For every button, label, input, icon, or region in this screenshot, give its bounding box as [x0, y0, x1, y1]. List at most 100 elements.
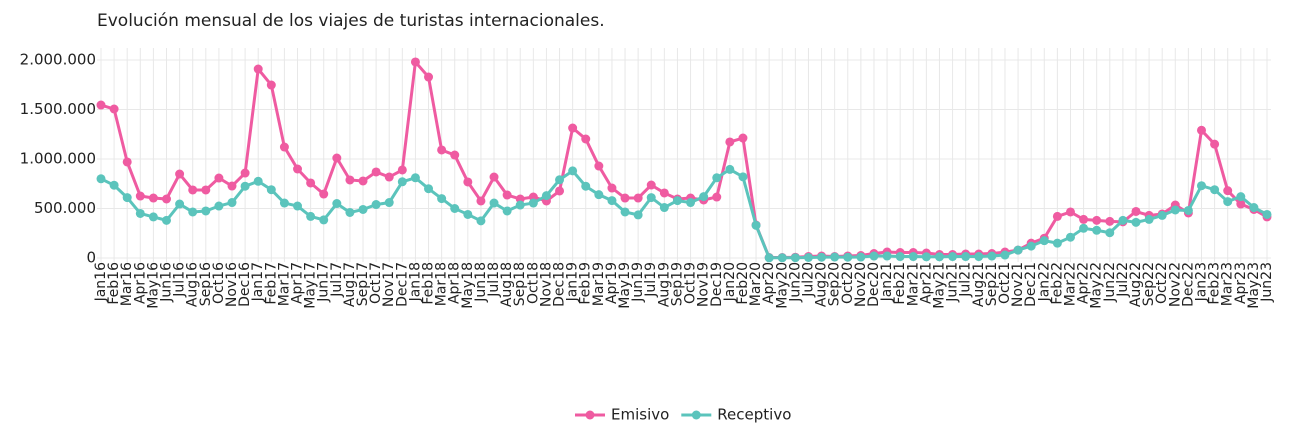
point [1157, 210, 1167, 220]
point [384, 172, 394, 182]
point [306, 211, 316, 221]
point [620, 193, 630, 203]
point [384, 198, 394, 208]
point [1079, 223, 1089, 233]
x-tick-label: Aug18 [499, 262, 515, 307]
point [502, 206, 512, 216]
point [279, 198, 289, 208]
x-tick-label: Dec22 [1180, 262, 1196, 307]
x-tick-label: Mar17 [276, 262, 292, 306]
point [1105, 228, 1115, 238]
x-tick-label: Sep16 [198, 262, 214, 306]
point [581, 134, 591, 144]
x-tick-label: Nov20 [853, 262, 869, 307]
point [633, 193, 643, 203]
x-tick-label: Aug19 [656, 262, 672, 307]
point [1262, 209, 1272, 219]
point [568, 166, 578, 176]
x-tick-label: Jul18 [486, 262, 502, 298]
x-tick-label: Jul20 [800, 262, 816, 298]
x-tick-label: Dec19 [709, 262, 725, 307]
x-tick-label: Apr21 [918, 262, 934, 304]
point [725, 137, 735, 147]
point [961, 252, 971, 262]
x-tick-label: Mar20 [748, 262, 764, 306]
point [1196, 125, 1206, 135]
point [122, 193, 132, 203]
y-tick-label: 2.000.000 [20, 51, 96, 69]
x-tick-label: Nov21 [1010, 262, 1026, 307]
point [279, 142, 289, 152]
y-tick-label: 1.000.000 [20, 150, 96, 168]
legend-marker [691, 410, 701, 420]
point [319, 215, 329, 225]
x-tick-label: Mar18 [434, 262, 450, 306]
point [555, 175, 565, 185]
x-tick-label: Oct20 [840, 262, 856, 304]
point [738, 133, 748, 143]
x-tick-label: Sep17 [355, 262, 371, 306]
x-tick-label: Jan21 [879, 262, 895, 302]
point [1026, 241, 1036, 251]
point [306, 178, 316, 188]
point [699, 192, 709, 202]
x-tick-label: May16 [145, 262, 161, 309]
point [397, 177, 407, 187]
point [148, 212, 158, 222]
x-tick-label: Oct19 [683, 262, 699, 304]
point [96, 100, 106, 110]
point [424, 72, 434, 82]
x-tick-label: Jun20 [787, 262, 803, 303]
point [489, 198, 499, 208]
x-tick-label: Nov17 [381, 262, 397, 307]
x-tick-label: Aug20 [814, 262, 830, 307]
point [240, 168, 250, 178]
x-tick-label: Jan23 [1193, 262, 1209, 302]
point [882, 251, 892, 261]
point [397, 165, 407, 175]
point [450, 150, 460, 160]
x-tick-label: Aug16 [185, 262, 201, 307]
point [1131, 217, 1141, 227]
point [1236, 192, 1246, 202]
chart-title: Evolución mensual de los viajes de turis… [97, 11, 605, 31]
x-tick-label: Mar23 [1220, 262, 1236, 306]
point [162, 194, 172, 204]
point [437, 194, 447, 204]
point [240, 181, 250, 191]
point [1013, 245, 1023, 255]
point [987, 251, 997, 261]
point [712, 173, 722, 183]
x-tick-label: Jan19 [565, 262, 581, 302]
legend-label: Emisivo [611, 406, 669, 424]
x-tick-label: Sep22 [1141, 262, 1157, 306]
point [476, 196, 486, 206]
point [921, 252, 931, 262]
x-tick-label: Mar16 [119, 262, 135, 306]
point [332, 153, 342, 163]
point [843, 252, 853, 262]
x-tick-label: Sep18 [512, 262, 528, 306]
x-tick-label: Jun17 [316, 262, 332, 303]
x-tick-label: Jul16 [172, 262, 188, 298]
point [96, 174, 106, 184]
point [175, 199, 185, 209]
point [1236, 199, 1246, 209]
point [122, 157, 132, 167]
point [1144, 214, 1154, 224]
x-tick-label: Jun23 [1259, 262, 1275, 303]
point [476, 216, 486, 226]
point [1079, 214, 1089, 224]
x-tick-label: Aug21 [971, 262, 987, 307]
point [633, 210, 643, 220]
point [528, 198, 538, 208]
x-tick-label: Jan20 [722, 262, 738, 302]
point [1052, 238, 1062, 248]
x-tick-label: Dec20 [866, 262, 882, 307]
point [646, 193, 656, 203]
x-tick-label: Feb18 [421, 262, 437, 305]
point [1183, 205, 1193, 215]
point [332, 199, 342, 209]
x-tick-label: Jan17 [250, 262, 266, 302]
point [1052, 211, 1062, 221]
